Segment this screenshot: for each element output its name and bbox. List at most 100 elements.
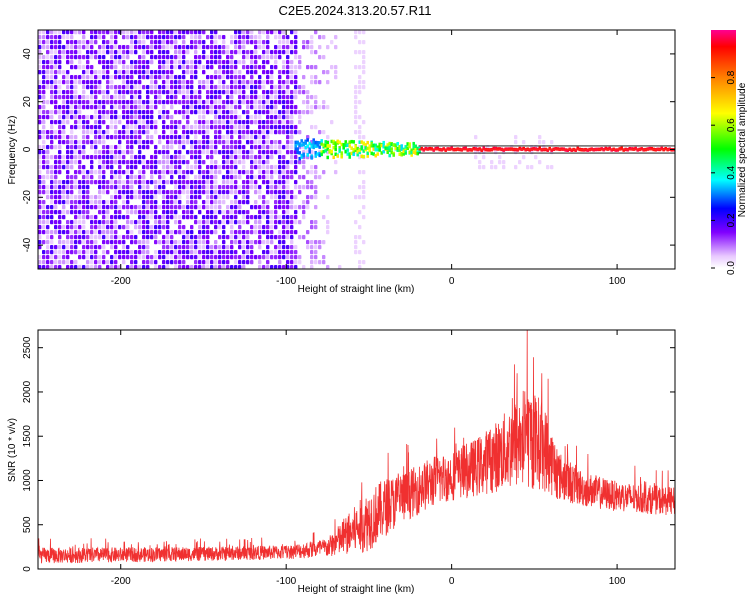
heatmap-cell: [182, 80, 186, 85]
heatmap-cell: [54, 80, 58, 85]
signal-band-cell: [338, 140, 341, 145]
heatmap-cell: [90, 65, 94, 70]
heatmap-cell: [234, 100, 238, 105]
heatmap-cell: [166, 85, 170, 90]
heatmap-cell: [42, 65, 46, 70]
heatmap-cell: [242, 45, 246, 50]
heatmap-cell: [218, 50, 222, 55]
heatmap-cell: [230, 120, 234, 125]
heatmap-cell: [110, 60, 114, 65]
snr-y-tick-label: 2000: [22, 380, 33, 403]
heatmap-cell: [190, 265, 194, 269]
heatmap-cell: [162, 145, 166, 150]
heatmap-cell: [266, 155, 270, 160]
heatmap-cell: [94, 260, 98, 265]
heatmap-cell: [98, 245, 102, 250]
heatmap-cell: [78, 160, 82, 165]
heatmap-cell: [62, 35, 66, 40]
heatmap-cell: [122, 135, 126, 140]
heatmap-cell: [110, 215, 114, 220]
heatmap-cell: [162, 180, 166, 185]
heatmap-cell: [330, 65, 334, 70]
heatmap-cell: [250, 135, 254, 140]
heatmap-cell: [130, 105, 134, 110]
heatmap-cell: [154, 185, 158, 190]
heatmap-cell: [290, 260, 294, 265]
heatmap-cell: [202, 40, 206, 45]
heatmap-cell: [82, 75, 86, 80]
heatmap-cell: [282, 115, 286, 120]
heatmap-cell: [282, 230, 286, 235]
heatmap-cell: [86, 105, 90, 110]
heatmap-cell: [78, 250, 82, 255]
heatmap-cell: [74, 155, 78, 160]
heatmap-cell: [134, 120, 138, 125]
heatmap-cell: [94, 255, 98, 260]
heatmap-cell: [290, 190, 294, 195]
heatmap-cell: [102, 200, 106, 205]
heatmap-cell: [194, 75, 198, 80]
heatmap-cell: [166, 60, 170, 65]
heatmap-cell: [134, 40, 138, 45]
heatmap-cell: [234, 105, 238, 110]
signal-band-cell: [322, 149, 325, 154]
heatmap-cell: [198, 190, 202, 195]
heatmap-cell: [190, 180, 194, 185]
heatmap-cell: [258, 115, 262, 120]
heatmap-cell: [114, 65, 118, 70]
heatmap-cell: [58, 115, 62, 120]
heatmap-cell: [282, 35, 286, 40]
heatmap-cell: [166, 75, 170, 80]
heatmap-cell: [162, 175, 166, 180]
heatmap-cell: [174, 120, 178, 125]
heatmap-cell: [142, 45, 146, 50]
heatmap-cell: [70, 40, 74, 45]
heatmap-cell: [82, 230, 86, 235]
heatmap-cell: [210, 180, 214, 185]
heatmap-cell: [262, 145, 266, 150]
heatmap-cell: [290, 135, 294, 140]
heatmap-cell: [206, 145, 210, 150]
heatmap-cell: [66, 240, 70, 245]
heatmap-cell: [210, 80, 214, 85]
snr-x-tick-label: 100: [609, 576, 626, 587]
heatmap-cell: [242, 40, 246, 45]
heatmap-cell: [78, 215, 82, 220]
heatmap-cell: [254, 230, 258, 235]
signal-band-cell: [414, 148, 417, 152]
heatmap-cell: [50, 200, 54, 205]
heatmap-cell: [170, 180, 174, 185]
heatmap-cell: [66, 40, 70, 45]
heatmap-cell: [70, 195, 74, 200]
heatmap-cell: [82, 210, 86, 215]
heatmap-cell: [226, 70, 230, 75]
heatmap-cell: [242, 60, 246, 65]
heatmap-cell: [110, 95, 114, 100]
heatmap-cell: [258, 165, 262, 170]
heatmap-cell: [58, 65, 62, 70]
heatmap-cell: [230, 255, 234, 260]
heatmap-cell: [38, 105, 42, 110]
heatmap-cell: [146, 105, 150, 110]
heatmap-cell: [194, 180, 198, 185]
heatmap-cell: [162, 75, 166, 80]
signal-band-cell: [360, 154, 363, 159]
heatmap-cell: [210, 125, 214, 130]
signal-band-cell: [348, 155, 351, 159]
heatmap-cell: [210, 220, 214, 225]
heatmap-cell: [50, 65, 54, 70]
heatmap-cell: [170, 200, 174, 205]
heatmap-cell: [314, 95, 318, 100]
heatmap-cell: [186, 100, 190, 105]
heatmap-cell: [82, 115, 86, 120]
heatmap-cell: [102, 30, 106, 35]
heatmap-cell: [274, 145, 278, 150]
heatmap-cell: [358, 90, 362, 95]
heatmap-cell: [314, 260, 318, 265]
heatmap-cell: [254, 100, 258, 105]
heatmap-cell: [186, 160, 190, 165]
heatmap-cell: [258, 45, 262, 50]
heatmap-cell: [134, 250, 138, 255]
heatmap-cell: [250, 50, 254, 55]
heatmap-cell: [282, 180, 286, 185]
